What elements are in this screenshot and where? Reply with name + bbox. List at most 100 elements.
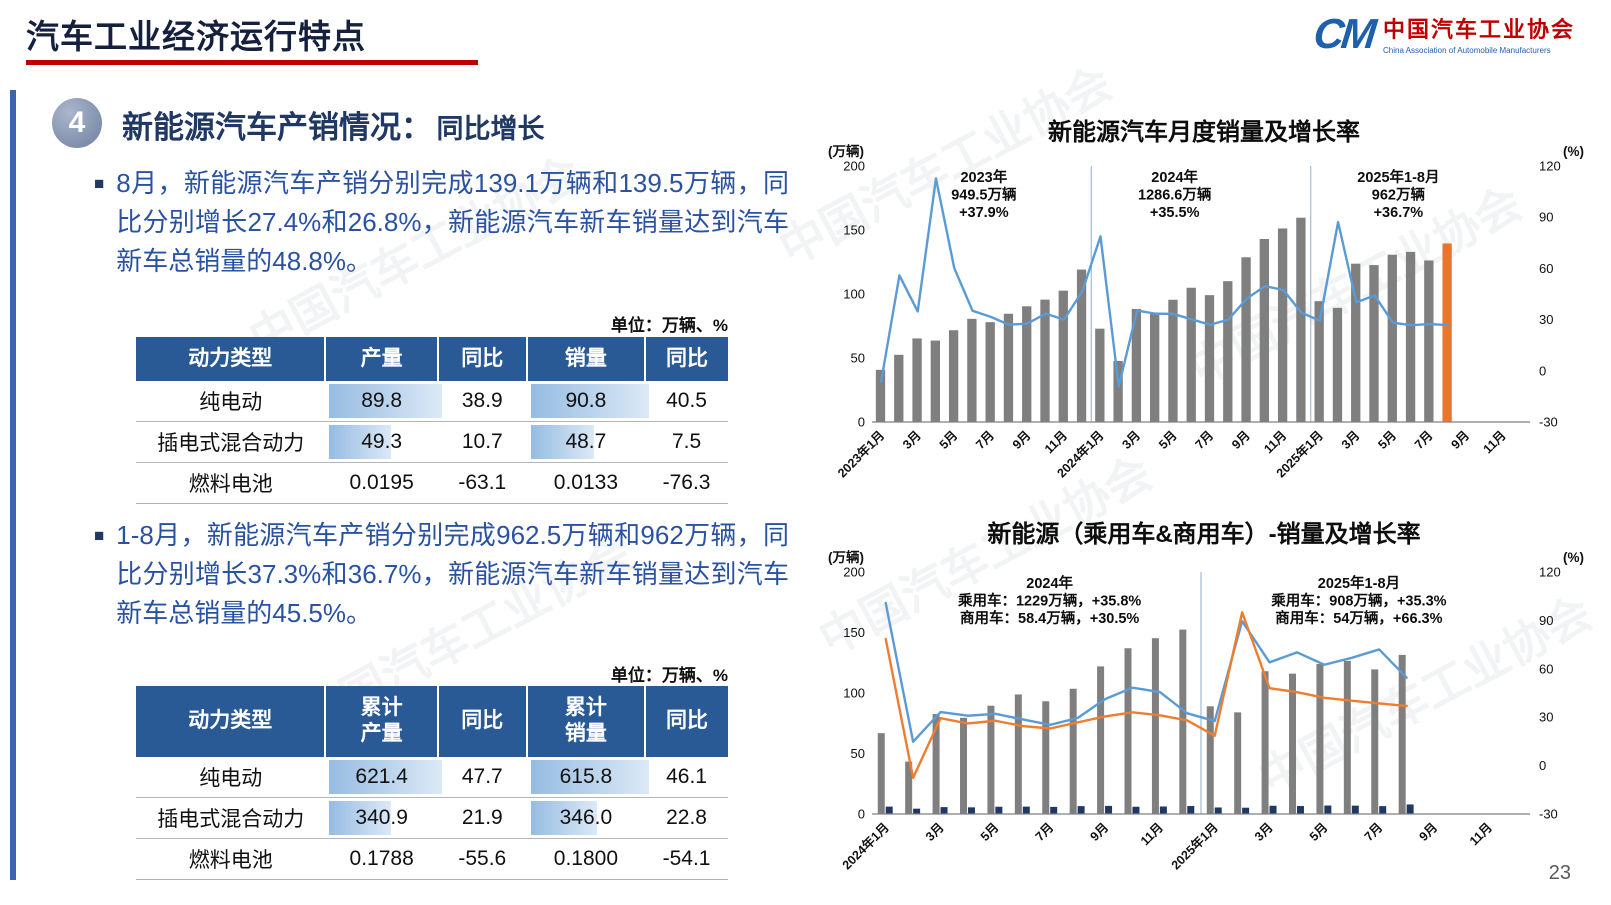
value-cell: 0.0133 <box>526 462 646 505</box>
column-header: 累计 产量 <box>325 686 439 757</box>
unit-label-cumulative: 单位：万辆、% <box>610 666 728 685</box>
svg-text:2025年1-8月: 2025年1-8月 <box>1357 168 1439 186</box>
column-header: 动力类型 <box>136 337 327 382</box>
value-cell: 0.1788 <box>325 838 438 880</box>
cell: 插电式混合动力 <box>136 421 326 464</box>
value-cell: 615.8 <box>526 756 650 798</box>
section-title: 新能源汽车产销情况： 同比增长 <box>122 102 544 147</box>
svg-text:商用车：54万辆，+66.3%: 商用车：54万辆，+66.3% <box>1275 609 1442 627</box>
cell: 21.9 <box>437 797 527 839</box>
svg-text:乘用车：908万辆，+35.3%: 乘用车：908万辆，+35.3% <box>1270 592 1446 610</box>
svg-text:200: 200 <box>843 159 865 174</box>
value-cell: 90.8 <box>526 381 650 423</box>
svg-text:5月: 5月 <box>1307 820 1331 844</box>
column-header: 动力类型 <box>136 686 327 757</box>
cell: 插电式混合动力 <box>136 797 326 839</box>
svg-text:11月: 11月 <box>1042 428 1070 456</box>
svg-text:3月: 3月 <box>1252 820 1276 844</box>
value-cell: 0.1800 <box>526 838 646 880</box>
svg-text:30: 30 <box>1539 312 1553 327</box>
cell-databar <box>530 384 650 419</box>
table-row: 纯电动 621.4 47.7 615.8 46.1 <box>136 756 728 798</box>
svg-text:2025年1月: 2025年1月 <box>1168 820 1221 873</box>
table-row: 插电式混合动力 49.3 10.7 48.7 7.5 <box>136 421 728 464</box>
data-table: 动力类型 产量 同比 销量 同比 纯电动 89.8 38.9 90.8 40.5 插电式混合动力 49… <box>136 337 728 505</box>
svg-text:(%): (%) <box>1563 550 1584 565</box>
svg-text:5月: 5月 <box>937 428 961 452</box>
cell: 纯电动 <box>136 756 326 798</box>
svg-text:11月: 11月 <box>1261 428 1289 456</box>
table-row: 燃料电池 0.0195 -63.1 0.0133 -76.3 <box>136 462 728 505</box>
svg-text:0: 0 <box>858 415 865 430</box>
cell: 38.9 <box>437 381 527 423</box>
page-title: 汽车工业经济运行特点 <box>26 18 366 55</box>
svg-text:3月: 3月 <box>900 428 924 452</box>
section-title-main: 新能源汽车产销情况： <box>122 110 432 145</box>
svg-text:30: 30 <box>1539 710 1553 725</box>
svg-text:7月: 7月 <box>1412 428 1436 452</box>
svg-text:90: 90 <box>1539 613 1553 628</box>
section-number-badge: 4 <box>52 98 102 148</box>
caam-logo-text: 中国汽车工业协会 China Association of Automobile… <box>1383 12 1575 55</box>
cell: 47.7 <box>437 756 527 798</box>
svg-text:2023年1月: 2023年1月 <box>834 428 887 481</box>
svg-text:90: 90 <box>1539 210 1553 225</box>
svg-text:商用车：58.4万辆，+30.5%: 商用车：58.4万辆，+30.5% <box>960 609 1139 627</box>
bullet-august-text: 8月，新能源汽车产销分别完成139.1万辆和139.5万辆，同比分别增长27.4… <box>116 168 789 276</box>
cell: -63.1 <box>437 462 527 505</box>
value-cell: 621.4 <box>325 756 442 798</box>
svg-text:0: 0 <box>1539 363 1546 378</box>
value-cell: 0.0195 <box>325 462 438 505</box>
cell-databar <box>329 384 442 419</box>
svg-text:50: 50 <box>851 351 865 366</box>
svg-text:949.5万辆: 949.5万辆 <box>951 186 1017 204</box>
svg-text:9月: 9月 <box>1417 820 1441 844</box>
column-header: 同比 <box>437 337 528 382</box>
svg-text:50: 50 <box>851 746 865 761</box>
table-cumulative: 动力类型 累计 产量 同比 累计 销量 同比 纯电动 621.4 47.7 615.8 46.1 插… <box>136 686 728 880</box>
svg-text:3月: 3月 <box>1119 428 1143 452</box>
caam-logo-icon: CM <box>1311 9 1376 57</box>
logo-org-name: 中国汽车工业协会 <box>1382 17 1575 42</box>
svg-text:7月: 7月 <box>973 428 997 452</box>
table-row: 插电式混合动力 340.9 21.9 346.0 22.8 <box>136 797 728 839</box>
svg-text:150: 150 <box>843 223 865 238</box>
svg-text:5月: 5月 <box>1156 428 1180 452</box>
svg-text:11月: 11月 <box>1138 820 1166 848</box>
cell: 10.7 <box>437 421 527 464</box>
title-underline <box>26 60 478 65</box>
caam-logo: CM 中国汽车工业协会 China Association of Automob… <box>1311 9 1575 57</box>
cell: 燃料电池 <box>136 838 326 880</box>
svg-text:2024年: 2024年 <box>1151 168 1198 186</box>
cell: -54.1 <box>645 838 728 880</box>
svg-text:120: 120 <box>1539 159 1561 174</box>
cell-databar <box>329 759 442 794</box>
value-cell: 89.8 <box>325 381 442 423</box>
svg-text:-30: -30 <box>1539 415 1558 430</box>
svg-text:(%): (%) <box>1563 144 1584 159</box>
svg-text:+35.5%: +35.5% <box>1150 205 1200 221</box>
svg-text:(万辆): (万辆) <box>828 549 864 565</box>
cell: 40.5 <box>645 381 728 423</box>
svg-text:100: 100 <box>843 287 865 302</box>
svg-text:7月: 7月 <box>1193 428 1217 452</box>
svg-text:962万辆: 962万辆 <box>1372 186 1426 204</box>
cell: 纯电动 <box>136 381 326 423</box>
svg-text:100: 100 <box>843 686 865 701</box>
column-header: 产量 <box>325 337 439 382</box>
column-header: 累计 销量 <box>526 686 647 757</box>
svg-text:2023年: 2023年 <box>960 168 1007 186</box>
table-row: 燃料电池 0.1788 -55.6 0.1800 -54.1 <box>136 838 728 880</box>
table-august: 动力类型 产量 同比 销量 同比 纯电动 89.8 38.9 90.8 40.5 插电式混合动力 49… <box>136 337 728 505</box>
chart-monthly-title: 新能源汽车月度销量及增长率 <box>1048 119 1360 146</box>
svg-text:乘用车：1229万辆，+35.8%: 乘用车：1229万辆，+35.8% <box>957 592 1141 610</box>
svg-text:7月: 7月 <box>1033 820 1057 844</box>
svg-text:60: 60 <box>1539 661 1553 676</box>
cell: 22.8 <box>645 797 728 839</box>
value-cell: 346.0 <box>526 797 646 839</box>
svg-text:9月: 9月 <box>1088 820 1112 844</box>
left-accent-bar <box>10 90 16 880</box>
svg-text:5月: 5月 <box>1375 428 1399 452</box>
bullet-cumulative: ■ 1-8月，新能源汽车产销分别完成962.5万辆和962万辆，同比分别增长37… <box>94 516 789 633</box>
